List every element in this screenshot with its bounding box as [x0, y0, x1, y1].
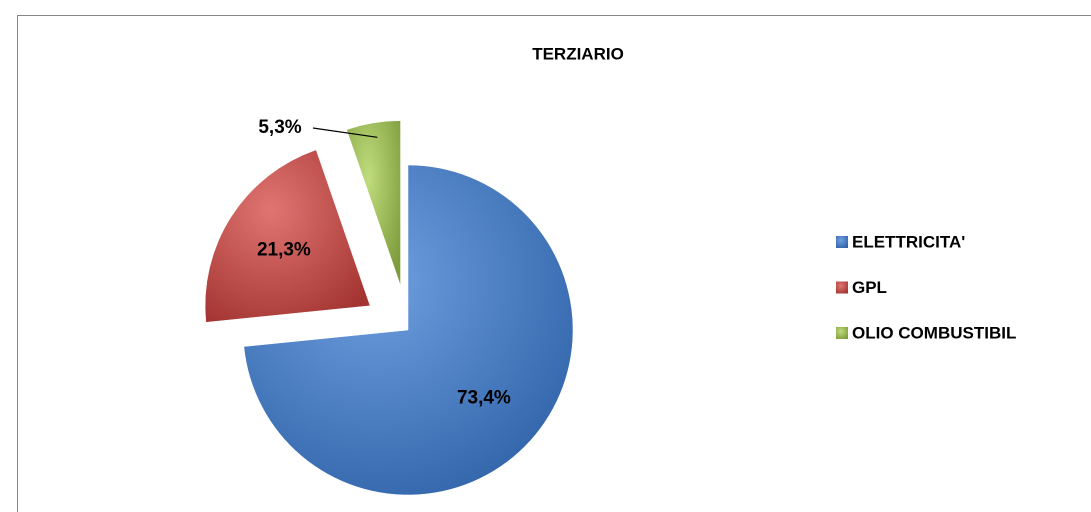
pie-slice: [243, 164, 574, 496]
legend-label: OLIO COMBUSTIBIL: [852, 323, 1016, 342]
chart-title: TERZIARIO: [532, 44, 624, 63]
legend-label: GPL: [852, 278, 887, 297]
data-label: 5,3%: [258, 117, 301, 138]
pie-slice: [204, 149, 371, 323]
data-label: 73,4%: [457, 388, 511, 409]
data-label: 21,3%: [257, 240, 311, 261]
legend-swatch: [836, 281, 848, 294]
legend-swatch: [836, 236, 848, 248]
pie-slice: [346, 120, 401, 286]
leader-line: [312, 127, 378, 138]
legend-label: ELETTRICITA': [852, 232, 965, 251]
legend-swatch: [836, 327, 848, 339]
